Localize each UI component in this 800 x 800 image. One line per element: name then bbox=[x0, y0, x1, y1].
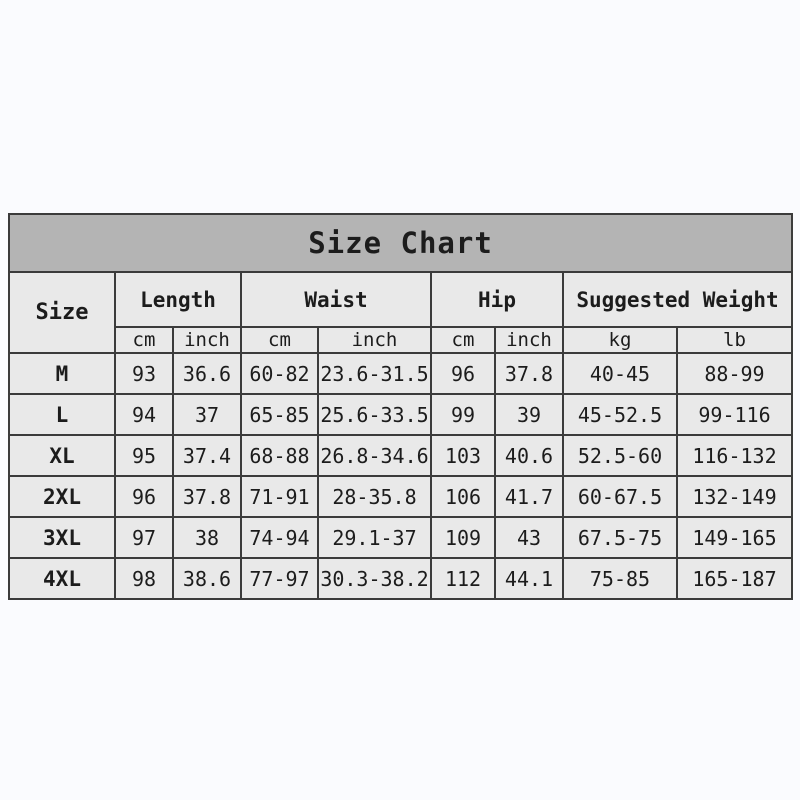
length-cm-value: 98 bbox=[114, 557, 174, 600]
waist-inch-value: 30.3-38.2 bbox=[317, 557, 432, 600]
weight-kg-value: 52.5-60 bbox=[562, 434, 678, 477]
unit-header-hip-cm: cm bbox=[430, 326, 496, 354]
waist-inch-value: 23.6-31.5 bbox=[317, 352, 432, 395]
weight-kg-value: 60-67.5 bbox=[562, 475, 678, 518]
waist-cm-value: 68-88 bbox=[240, 434, 319, 477]
table-row-4xl: 4XL 98 38.6 77-97 30.3-38.2 112 44.1 75-… bbox=[8, 557, 793, 600]
hip-cm-value: 96 bbox=[430, 352, 496, 395]
size-label: 4XL bbox=[8, 557, 116, 600]
unit-header-waist-inch: inch bbox=[317, 326, 432, 354]
length-cm-value: 94 bbox=[114, 393, 174, 436]
length-group-header: Length bbox=[114, 271, 242, 328]
chart-title: Size Chart bbox=[8, 213, 793, 273]
length-cm-value: 95 bbox=[114, 434, 174, 477]
title-row: Size Chart bbox=[8, 213, 793, 273]
hip-inch-value: 39 bbox=[494, 393, 564, 436]
waist-inch-value: 29.1-37 bbox=[317, 516, 432, 559]
hip-inch-value: 41.7 bbox=[494, 475, 564, 518]
weight-kg-value: 40-45 bbox=[562, 352, 678, 395]
table-row-2xl: 2XL 96 37.8 71-91 28-35.8 106 41.7 60-67… bbox=[8, 475, 793, 518]
unit-header-waist-cm: cm bbox=[240, 326, 319, 354]
length-inch-value: 37.8 bbox=[172, 475, 242, 518]
waist-cm-value: 74-94 bbox=[240, 516, 319, 559]
hip-inch-value: 37.8 bbox=[494, 352, 564, 395]
weight-lb-value: 149-165 bbox=[676, 516, 793, 559]
unit-header-weight-lb: lb bbox=[676, 326, 793, 354]
waist-cm-value: 60-82 bbox=[240, 352, 319, 395]
hip-inch-value: 44.1 bbox=[494, 557, 564, 600]
unit-header-length-cm: cm bbox=[114, 326, 174, 354]
unit-header-hip-inch: inch bbox=[494, 326, 564, 354]
weight-lb-value: 99-116 bbox=[676, 393, 793, 436]
hip-cm-value: 99 bbox=[430, 393, 496, 436]
length-inch-value: 36.6 bbox=[172, 352, 242, 395]
hip-group-header: Hip bbox=[430, 271, 564, 328]
size-label: XL bbox=[8, 434, 116, 477]
table-row-m: M 93 36.6 60-82 23.6-31.5 96 37.8 40-45 … bbox=[8, 352, 793, 395]
table-row-3xl: 3XL 97 38 74-94 29.1-37 109 43 67.5-75 1… bbox=[8, 516, 793, 559]
hip-cm-value: 106 bbox=[430, 475, 496, 518]
hip-inch-value: 40.6 bbox=[494, 434, 564, 477]
suggested-weight-group-header: Suggested Weight bbox=[562, 271, 793, 328]
length-inch-value: 37 bbox=[172, 393, 242, 436]
size-label: 2XL bbox=[8, 475, 116, 518]
length-inch-value: 38 bbox=[172, 516, 242, 559]
table-row-l: L 94 37 65-85 25.6-33.5 99 39 45-52.5 99… bbox=[8, 393, 793, 436]
waist-cm-value: 65-85 bbox=[240, 393, 319, 436]
size-column-header: Size bbox=[8, 271, 116, 354]
weight-kg-value: 75-85 bbox=[562, 557, 678, 600]
waist-inch-value: 25.6-33.5 bbox=[317, 393, 432, 436]
waist-cm-value: 77-97 bbox=[240, 557, 319, 600]
waist-group-header: Waist bbox=[240, 271, 432, 328]
size-label: 3XL bbox=[8, 516, 116, 559]
weight-lb-value: 132-149 bbox=[676, 475, 793, 518]
hip-cm-value: 109 bbox=[430, 516, 496, 559]
unit-header-row: cm inch cm inch cm inch kg lb bbox=[9, 326, 793, 354]
weight-kg-value: 45-52.5 bbox=[562, 393, 678, 436]
size-chart-table: Size Chart Size Length Waist Hip Suggest… bbox=[8, 213, 793, 600]
unit-header-length-inch: inch bbox=[172, 326, 242, 354]
hip-inch-value: 43 bbox=[494, 516, 564, 559]
table-row-xl: XL 95 37.4 68-88 26.8-34.6 103 40.6 52.5… bbox=[8, 434, 793, 477]
length-inch-value: 37.4 bbox=[172, 434, 242, 477]
waist-inch-value: 28-35.8 bbox=[317, 475, 432, 518]
group-header-row: Size Length Waist Hip Suggested Weight bbox=[8, 271, 793, 354]
unit-header-weight-kg: kg bbox=[562, 326, 678, 354]
length-inch-value: 38.6 bbox=[172, 557, 242, 600]
weight-lb-value: 88-99 bbox=[676, 352, 793, 395]
length-cm-value: 93 bbox=[114, 352, 174, 395]
hip-cm-value: 103 bbox=[430, 434, 496, 477]
waist-inch-value: 26.8-34.6 bbox=[317, 434, 432, 477]
length-cm-value: 96 bbox=[114, 475, 174, 518]
weight-kg-value: 67.5-75 bbox=[562, 516, 678, 559]
size-label: M bbox=[8, 352, 116, 395]
weight-lb-value: 116-132 bbox=[676, 434, 793, 477]
size-label: L bbox=[8, 393, 116, 436]
length-cm-value: 97 bbox=[114, 516, 174, 559]
weight-lb-value: 165-187 bbox=[676, 557, 793, 600]
waist-cm-value: 71-91 bbox=[240, 475, 319, 518]
hip-cm-value: 112 bbox=[430, 557, 496, 600]
size-chart: Size Chart Size Length Waist Hip Suggest… bbox=[8, 213, 793, 600]
